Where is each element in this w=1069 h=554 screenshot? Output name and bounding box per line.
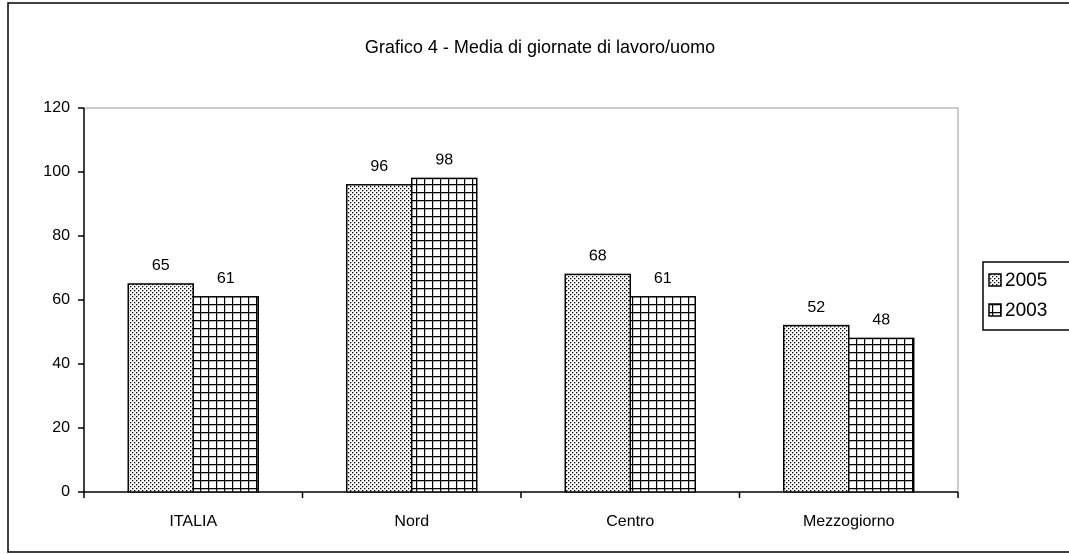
value-label: 98 <box>435 152 453 169</box>
y-tick-label: 60 <box>52 291 70 308</box>
x-tick-label: Nord <box>394 513 429 530</box>
bar <box>629 296 696 493</box>
value-label: 52 <box>807 299 825 316</box>
y-tick-label: 20 <box>52 419 70 436</box>
x-tick-label: Centro <box>606 513 654 530</box>
chart-title: Grafico 4 - Media di giornate di lavoro/… <box>365 37 715 57</box>
y-tick-label: 80 <box>52 227 70 244</box>
value-label: 96 <box>370 158 388 175</box>
bar <box>848 337 915 493</box>
x-tick-label: ITALIA <box>169 513 217 530</box>
value-label: 68 <box>589 248 607 265</box>
y-tick-label: 0 <box>61 483 70 500</box>
bar <box>346 184 413 493</box>
bar <box>411 177 478 493</box>
legend-swatch <box>988 303 1002 317</box>
value-label: 61 <box>654 270 672 287</box>
value-label: 65 <box>152 257 170 274</box>
value-label: 61 <box>217 270 235 287</box>
legend-swatch <box>988 273 1002 287</box>
y-tick-label: 40 <box>52 355 70 372</box>
legend-label: 2005 <box>1005 270 1047 291</box>
bar <box>127 283 194 493</box>
y-tick-label: 120 <box>43 99 70 116</box>
value-label: 48 <box>872 312 890 329</box>
bar <box>192 296 259 493</box>
y-tick-label: 100 <box>43 163 70 180</box>
legend-label: 2003 <box>1005 300 1047 321</box>
bar <box>783 324 850 493</box>
x-tick-label: Mezzogiorno <box>803 513 895 530</box>
bar <box>564 273 631 493</box>
